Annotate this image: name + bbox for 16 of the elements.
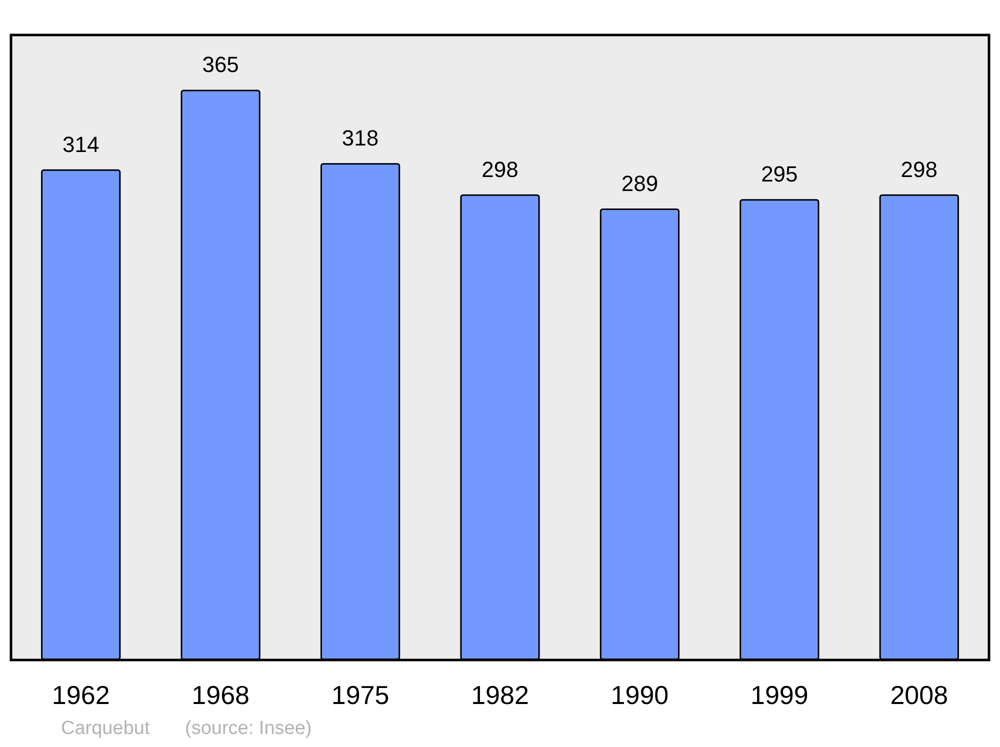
data-label: 314 bbox=[62, 132, 100, 157]
data-label: 298 bbox=[900, 156, 938, 182]
data-label: 365 bbox=[202, 52, 239, 78]
data-label: 289 bbox=[621, 170, 658, 196]
data-label: 298 bbox=[482, 156, 518, 182]
x-tick-label: 2008 bbox=[890, 680, 948, 710]
text: Carquebut bbox=[61, 718, 150, 739]
x-tick-label: 1962 bbox=[52, 680, 110, 710]
x-tick-label: 1968 bbox=[192, 680, 250, 710]
x-tick-label: 1999 bbox=[750, 680, 808, 710]
text: (source: Insee) bbox=[185, 718, 312, 739]
data-label: 295 bbox=[761, 162, 798, 187]
x-tick-label: 1975 bbox=[331, 680, 390, 710]
data-label: 318 bbox=[342, 126, 379, 151]
x-tick-label: 1982 bbox=[471, 680, 529, 710]
x-tick-label: 1990 bbox=[610, 680, 669, 710]
